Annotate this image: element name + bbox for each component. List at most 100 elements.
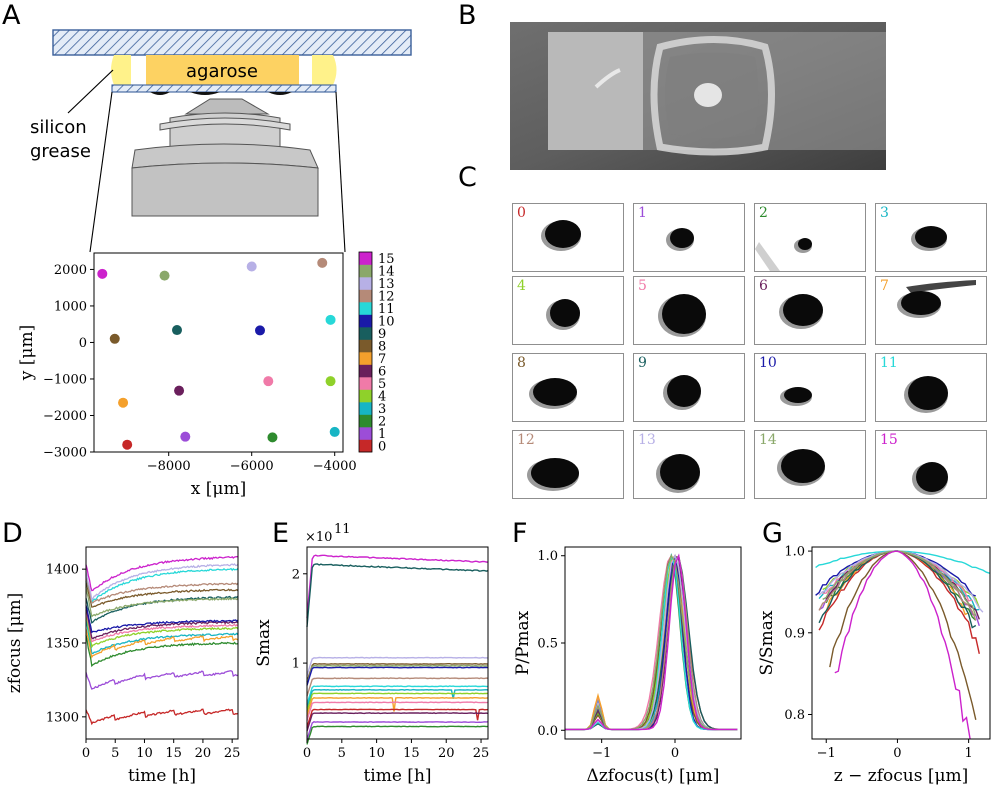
cell-thumbnail-0: 0 [512, 203, 624, 272]
smax-series-6 [306, 712, 489, 732]
smax-series-9 [306, 563, 489, 628]
colorbar-swatch-9 [359, 327, 372, 340]
cell-image-15 [912, 462, 948, 495]
scatter-frame [93, 252, 344, 453]
cell-thumbnail-13: 13 [633, 430, 745, 499]
smax-series-7 [306, 696, 489, 717]
cell-blob [781, 449, 825, 483]
microscope-schematic: agarose silicon grease [30, 29, 412, 253]
scatter-y-tick-label: −1000 [43, 372, 87, 387]
cell-thumbnail-5: 5 [633, 276, 745, 345]
agarose-label: agarose [186, 61, 258, 82]
thumbnail-label: 10 [759, 355, 777, 371]
grease-pointer [67, 69, 114, 114]
debris-streak [906, 280, 976, 293]
cell-thumbnail-3: 3 [875, 203, 987, 272]
scatter-y-tick-label: 1000 [54, 299, 87, 314]
zfocus-series-3 [85, 619, 239, 655]
cell-blob [662, 294, 706, 334]
smax-series-12 [306, 677, 489, 697]
cell-image-4 [546, 299, 580, 330]
colorbar-tick-label: 10 [378, 314, 395, 329]
sharpness-frame [811, 546, 991, 740]
colorbar-swatch-15 [359, 252, 372, 265]
scatter-point-8 [109, 333, 120, 344]
panel-letter-e: E [272, 518, 290, 549]
thumbnail-label: 12 [517, 432, 535, 448]
scatter-point-14 [159, 270, 170, 281]
zoom-line-right [335, 91, 346, 253]
cell-blob [908, 376, 948, 410]
zfocus-y-tick-label: 1350 [46, 637, 79, 652]
scatter-x-tick-label: −8000 [147, 459, 191, 474]
colorbar-tick-label: 5 [378, 377, 386, 392]
colorbar-tick-label: 13 [378, 277, 395, 292]
cell-blob [670, 228, 694, 248]
smax-x-tick-label: 15 [403, 746, 420, 761]
smax-series-2 [306, 725, 489, 745]
sharpness-y-tick-label: 0.8 [784, 708, 805, 723]
cell-thumbnail-8: 8 [512, 353, 624, 422]
cell-thumbnail-4: 4 [512, 276, 624, 345]
smax-x-tick-label: 10 [368, 746, 385, 761]
grease-label-line1: silicon [30, 117, 87, 138]
smax-y-tick-label: 2 [292, 567, 300, 582]
colorbar-tick-label: 1 [378, 427, 386, 442]
smax-x-tick-label: 5 [338, 746, 346, 761]
smax-x-axis-label: time [h] [363, 766, 431, 786]
thumbnail-label: 7 [880, 278, 889, 294]
sharpness-y-tick-label: 0.9 [784, 626, 805, 641]
sharpness-series-0 [818, 550, 980, 654]
smax-series-0 [306, 708, 489, 728]
zfocus-series-6 [85, 606, 239, 640]
distribution-series-15 [565, 553, 738, 731]
scatter-y-tick-label: −3000 [43, 446, 87, 461]
thumbnail-label: 6 [759, 278, 768, 294]
scatter-point-6 [174, 385, 185, 396]
immersion-drop-2 [190, 92, 220, 95]
scatter-point-0 [122, 439, 133, 450]
cell-image-7 [897, 280, 976, 318]
sharpness-x-axis-label: z − zfocus [μm] [834, 766, 969, 786]
colorbar-tick-label: 3 [378, 402, 386, 417]
cell-image-8 [529, 378, 577, 409]
cell-blob [667, 375, 701, 407]
thumbnail-label: 8 [517, 355, 526, 371]
cell-blob [660, 454, 700, 490]
zfocus-series-5 [85, 609, 239, 643]
grease-right [312, 55, 337, 85]
zfocus-y-tick-label: 1400 [46, 563, 79, 578]
scatter-y-tick-label: −2000 [43, 409, 87, 424]
thumbnail-label: 14 [759, 432, 777, 448]
sharpness-x-tick-label: 1 [964, 746, 972, 761]
cell-blob [545, 220, 581, 248]
distribution-x-tick-label: 0 [671, 746, 679, 761]
thumbnail-label: 1 [638, 205, 647, 221]
colorbar-swatch-14 [359, 264, 372, 278]
thumbnail-label: 5 [638, 278, 647, 294]
cell-image-9 [663, 375, 701, 410]
smax-series-4 [306, 692, 489, 712]
colorbar-swatch-10 [359, 314, 372, 328]
immersion-drop-3 [268, 92, 292, 95]
cell-thumbnail-6: 6 [754, 276, 866, 345]
cell-blob [531, 458, 579, 488]
colorbar-tick-label: 2 [378, 414, 386, 429]
thumbnail-label: 9 [638, 355, 647, 371]
zoom-line-left [89, 91, 113, 253]
zfocus-series-7 [85, 628, 239, 659]
cell-thumbnail-14: 14 [754, 430, 866, 499]
panel-letter-c: C [458, 162, 477, 193]
cell-blob [533, 378, 577, 406]
grease-ring [650, 36, 775, 156]
thumbnail-label: 0 [517, 205, 526, 221]
cell-image-11 [904, 376, 948, 413]
distribution-series-8 [565, 553, 738, 731]
scatter-point-3 [329, 426, 340, 437]
grease-left [111, 55, 131, 85]
colorbar-swatch-13 [359, 277, 372, 290]
cell-thumbnail-9: 9 [633, 353, 745, 422]
cell-image-1 [666, 228, 694, 251]
thumbnail-label: 4 [517, 278, 526, 294]
